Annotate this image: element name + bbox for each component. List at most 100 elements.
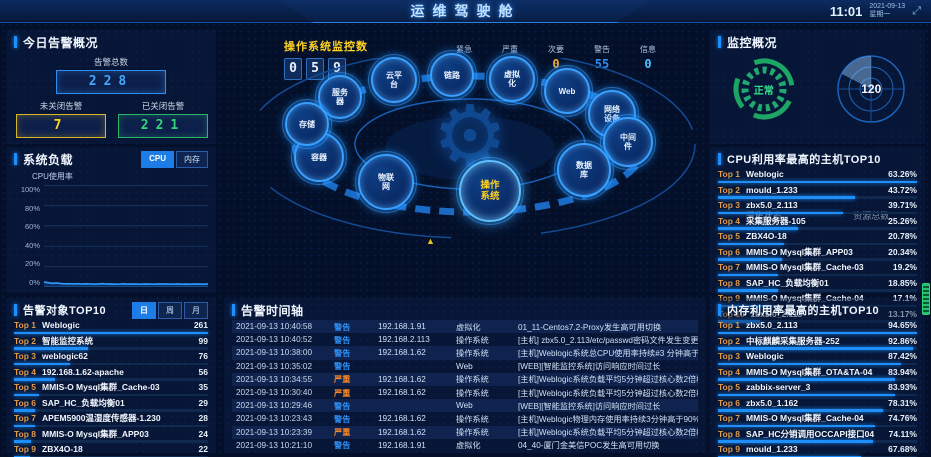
alarm-ip: 192.168.2.113 [378,335,430,345]
carousel-arrow-icon[interactable]: ▲ [426,236,435,246]
host-name: 采集服务器-105 [746,215,806,226]
tab-week[interactable]: 周 [158,301,182,319]
alarm-count: 261 [193,320,208,331]
closed-alarm-label: 已关闭告警 [141,101,185,111]
host-name: MMIS-O Mysql集群_Cache-03 [746,262,864,273]
panel-cpu-top10: CPU利用率最高的主机TOP10 Top 1 Weblogic 63.26% T… [710,147,925,323]
bar-fill [718,440,874,443]
y-tick: 40% [24,240,40,250]
host-name: MMIS-O Mysql集群_Cache-04 [746,413,864,424]
bar-track [718,347,917,350]
rank-label: Top 3 [718,351,741,362]
category-bubble[interactable]: 链路 [427,50,477,100]
alarm-time: 2021-09-13 10:23:39 [236,427,313,437]
scrollbar[interactable] [922,283,930,315]
alarm-time: 2021-09-13 10:40:52 [236,335,313,345]
alarm-time: 2021-09-13 10:21:10 [236,440,313,450]
total-alarm-label: 告警总数 [93,57,128,67]
mem-usage: 67.68% [888,444,917,455]
category-bubble[interactable]: Web [541,65,593,117]
severity-label: 警告 [594,45,610,54]
rank-label: Top 1 [718,320,741,331]
alarm-timeline-list: 2021-09-13 10:40:58 警告 192.168.1.91 虚拟化 … [232,320,698,452]
list-item: Top 2 mould_1.233 43.72% [718,185,917,199]
tab-memory[interactable]: 内存 [176,150,208,168]
tab-month[interactable]: 月 [184,301,208,319]
severity-label: 次要 [548,45,564,54]
table-row: 2021-09-13 10:40:58 警告 192.168.1.91 虚拟化 … [232,320,698,334]
object-name: Weblogic [42,320,80,331]
object-name: MMIS-O Mysql集群_APP03 [42,428,149,439]
rank-label: Top 10 [718,308,745,319]
alarm-count: 76 [198,351,208,362]
rank-label: Top 5 [718,231,741,242]
alarm-message: [WEB][智能监控系统]访问响应时间过长 [518,401,661,411]
fullscreen-icon[interactable]: ⤢ [912,4,921,17]
rank-label: Top 8 [14,428,37,439]
rank-label: Top 6 [718,397,741,408]
rank-label: Top 8 [718,428,741,439]
alarm-time: 2021-09-13 10:35:02 [236,361,313,371]
panel-title: 今日告警概况 [23,35,99,50]
list-item: Top 5 MMIS-O Mysql集群_Cache-03 35 [14,382,208,396]
tab-cpu[interactable]: CPU [141,150,174,168]
severity-item: 警告 55 [586,44,618,71]
category-bubble[interactable]: 物联 网 [355,151,417,213]
header-plate [280,0,650,23]
bar-track [14,455,208,457]
category-bubble[interactable]: 存储 [282,99,332,149]
panel-system-load: 系统负载 CPU 内存 CPU使用率 100% 80% 60% 40% 20% 0% [6,147,216,293]
bar-track [718,227,917,230]
host-name: 中标麒麟采集服务器-252 [746,335,840,346]
alarm-type: Web [456,361,473,371]
mem-usage: 87.42% [888,351,917,362]
bar-track [718,409,917,412]
bar-track [14,409,208,412]
category-bubble[interactable]: 操作 系统 [456,157,524,225]
rank-label: Top 3 [718,200,741,211]
bar-track [14,347,208,350]
rank-label: Top 6 [718,246,741,257]
category-bubble[interactable]: 云平 台 [368,54,420,106]
total-alarm-value: 228 [56,70,166,94]
category-bubble[interactable]: 数据 库 [554,140,614,200]
title-bar-icon [14,304,17,316]
bar-fill [718,196,856,199]
rank-label: Top 2 [14,335,37,346]
rank-label: Top 6 [14,397,37,408]
table-row: 2021-09-13 10:29:46 警告 Web [WEB][智能监控系统]… [232,399,698,413]
category-bubble[interactable]: 虚拟 化 [486,53,538,105]
bar-fill [718,409,884,412]
alarm-level-badge: 严重 [334,375,351,385]
alarm-level-badge: 警告 [334,322,351,332]
bar-track [718,196,917,199]
bar-fill [718,273,778,276]
bar-track [718,320,917,323]
cpu-usage: 39.71% [888,200,917,211]
bar-fill [718,393,896,396]
list-item: Top 9 MMIS-O Mysql集群_Cache-04 17.1% [718,293,917,307]
alarm-ip: 192.168.1.91 [378,440,426,450]
table-row: 2021-09-13 10:38:00 警告 192.168.1.62 操作系统… [232,346,698,360]
list-item: Top 3 zbx5.0_2.113 39.71% [718,200,917,214]
tab-day[interactable]: 日 [132,301,156,319]
rank-label: Top 5 [14,382,37,393]
bar-track [14,378,208,381]
list-item: Top 9 mould_1.233 67.68% [718,444,917,457]
table-row: 2021-09-13 10:40:52 警告 192.168.2.113 操作系… [232,333,698,346]
bar-track [718,362,917,365]
bar-track [718,242,917,245]
bar-track [718,455,917,457]
bar-fill [14,362,71,365]
title-bar-icon [718,153,721,165]
rank-label: Top 9 [14,444,37,455]
alarm-type: 操作系统 [456,428,489,438]
gauge-caption: 采集状态 [745,211,782,221]
object-name: SAP_HC_负载均衡01 [42,397,125,408]
cpu-usage: 17.1% [892,293,917,304]
host-name: zbx5.0_2.113 [746,320,798,331]
host-name: mould_1.233 [746,184,798,195]
rank-label: Top 4 [14,366,37,377]
list-item: Top 7 MMIS-O Mysql集群_Cache-03 19.2% [718,262,917,276]
